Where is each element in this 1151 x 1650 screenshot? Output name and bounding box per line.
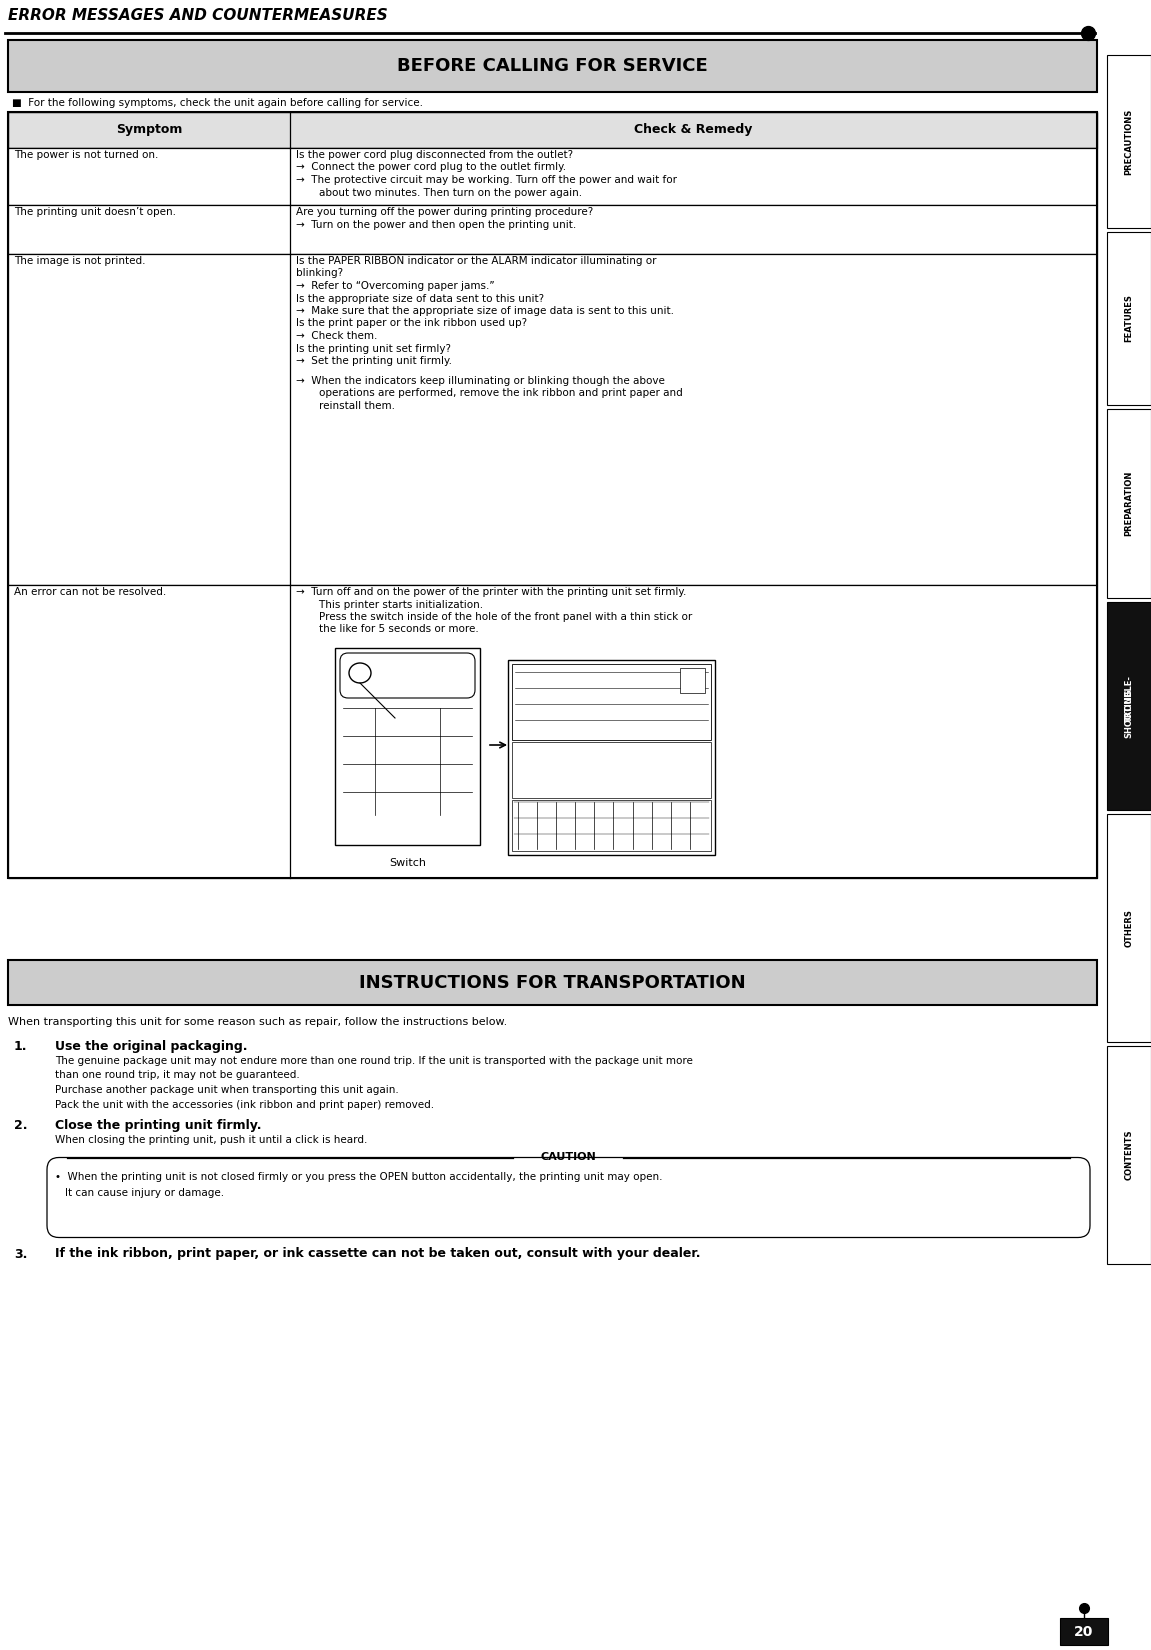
Text: Are you turning off the power during printing procedure?: Are you turning off the power during pri… — [296, 206, 593, 218]
Bar — [1107, 813, 1151, 1043]
Text: INSTRUCTIONS FOR TRANSPORTATION: INSTRUCTIONS FOR TRANSPORTATION — [359, 974, 746, 992]
Text: Switch: Switch — [389, 858, 427, 868]
Text: 3.: 3. — [14, 1247, 28, 1261]
Bar — [8, 40, 1097, 92]
Text: →  Refer to “Overcoming paper jams.”: → Refer to “Overcoming paper jams.” — [296, 280, 495, 290]
Bar — [8, 112, 1097, 878]
Text: When transporting this unit for some reason such as repair, follow the instructi: When transporting this unit for some rea… — [8, 1016, 508, 1026]
Text: The genuine package unit may not endure more than one round trip. If the unit is: The genuine package unit may not endure … — [55, 1056, 693, 1066]
Text: Is the print paper or the ink ribbon used up?: Is the print paper or the ink ribbon use… — [296, 318, 527, 328]
Bar — [1107, 602, 1151, 810]
Bar — [8, 586, 1097, 878]
Text: Check & Remedy: Check & Remedy — [634, 124, 753, 137]
Text: TROUBLE-: TROUBLE- — [1125, 675, 1134, 723]
Text: blinking?: blinking? — [296, 269, 343, 279]
Text: Pack the unit with the accessories (ink ribbon and print paper) removed.: Pack the unit with the accessories (ink … — [55, 1099, 434, 1109]
Text: •  When the printing unit is not closed firmly or you press the OPEN button acci: • When the printing unit is not closed f… — [55, 1173, 663, 1183]
Text: When closing the printing unit, push it until a click is heard.: When closing the printing unit, push it … — [55, 1135, 367, 1145]
Bar — [512, 663, 711, 739]
Text: →  Turn on the power and then open the printing unit.: → Turn on the power and then open the pr… — [296, 219, 577, 229]
Text: →  Check them.: → Check them. — [296, 332, 378, 342]
FancyBboxPatch shape — [340, 653, 475, 698]
Bar — [680, 668, 706, 693]
FancyBboxPatch shape — [47, 1158, 1090, 1238]
Text: OTHERS: OTHERS — [1125, 909, 1134, 947]
Text: Is the appropriate size of data sent to this unit?: Is the appropriate size of data sent to … — [296, 294, 544, 304]
Text: →  Connect the power cord plug to the outlet firmly.: → Connect the power cord plug to the out… — [296, 162, 566, 173]
Text: the like for 5 seconds or more.: the like for 5 seconds or more. — [306, 624, 479, 635]
Bar — [1060, 1619, 1108, 1645]
Text: Is the printing unit set firmly?: Is the printing unit set firmly? — [296, 343, 451, 353]
Text: CONTENTS: CONTENTS — [1125, 1130, 1134, 1180]
Text: 20: 20 — [1074, 1625, 1093, 1638]
Text: Is the power cord plug disconnected from the outlet?: Is the power cord plug disconnected from… — [296, 150, 573, 160]
Text: Symptom: Symptom — [116, 124, 182, 137]
Text: The printing unit doesn’t open.: The printing unit doesn’t open. — [14, 206, 176, 218]
Text: than one round trip, it may not be guaranteed.: than one round trip, it may not be guara… — [55, 1071, 299, 1081]
Text: ■  For the following symptoms, check the unit again before calling for service.: ■ For the following symptoms, check the … — [12, 97, 424, 107]
Text: →  Turn off and on the power of the printer with the printing unit set firmly.: → Turn off and on the power of the print… — [296, 587, 686, 597]
Text: Press the switch inside of the hole of the front panel with a thin stick or: Press the switch inside of the hole of t… — [306, 612, 692, 622]
Bar — [1107, 1046, 1151, 1264]
Text: reinstall them.: reinstall them. — [306, 401, 395, 411]
Text: →  The protective circuit may be working. Turn off the power and wait for: → The protective circuit may be working.… — [296, 175, 677, 185]
Text: This printer starts initialization.: This printer starts initialization. — [306, 599, 483, 609]
Bar — [8, 205, 1097, 254]
Bar — [335, 648, 480, 845]
Text: Purchase another package unit when transporting this unit again.: Purchase another package unit when trans… — [55, 1086, 398, 1096]
Text: SHOOTING: SHOOTING — [1125, 688, 1134, 738]
Bar — [512, 800, 711, 851]
Bar — [1107, 409, 1151, 597]
Bar — [508, 660, 715, 855]
Text: FEATURES: FEATURES — [1125, 295, 1134, 343]
Text: CAUTION: CAUTION — [541, 1152, 596, 1163]
Text: PREPARATION: PREPARATION — [1125, 470, 1134, 536]
Bar — [8, 254, 1097, 586]
Text: It can cause injury or damage.: It can cause injury or damage. — [64, 1188, 224, 1198]
Text: about two minutes. Then turn on the power again.: about two minutes. Then turn on the powe… — [306, 188, 582, 198]
Text: Close the printing unit firmly.: Close the printing unit firmly. — [55, 1119, 261, 1132]
Text: If the ink ribbon, print paper, or ink cassette can not be taken out, consult wi: If the ink ribbon, print paper, or ink c… — [55, 1247, 701, 1261]
Text: →  Set the printing unit firmly.: → Set the printing unit firmly. — [296, 356, 452, 366]
Bar — [8, 112, 1097, 148]
Text: PRECAUTIONS: PRECAUTIONS — [1125, 109, 1134, 175]
Text: Use the original packaging.: Use the original packaging. — [55, 1040, 247, 1053]
Text: ERROR MESSAGES AND COUNTERMEASURES: ERROR MESSAGES AND COUNTERMEASURES — [8, 8, 388, 23]
Text: 1.: 1. — [14, 1040, 28, 1053]
Bar — [512, 742, 711, 799]
Text: 2.: 2. — [14, 1119, 28, 1132]
Text: →  Make sure that the appropriate size of image data is sent to this unit.: → Make sure that the appropriate size of… — [296, 305, 674, 317]
Text: →  When the indicators keep illuminating or blinking though the above: → When the indicators keep illuminating … — [296, 376, 665, 386]
Bar — [8, 148, 1097, 205]
Bar — [1107, 233, 1151, 404]
Text: BEFORE CALLING FOR SERVICE: BEFORE CALLING FOR SERVICE — [397, 58, 708, 74]
Text: The power is not turned on.: The power is not turned on. — [14, 150, 159, 160]
Bar — [8, 960, 1097, 1005]
Text: operations are performed, remove the ink ribbon and print paper and: operations are performed, remove the ink… — [306, 388, 683, 399]
Text: Is the PAPER RIBBON indicator or the ALARM indicator illuminating or: Is the PAPER RIBBON indicator or the ALA… — [296, 256, 656, 266]
Text: The image is not printed.: The image is not printed. — [14, 256, 145, 266]
Text: An error can not be resolved.: An error can not be resolved. — [14, 587, 166, 597]
Bar — [1107, 54, 1151, 228]
